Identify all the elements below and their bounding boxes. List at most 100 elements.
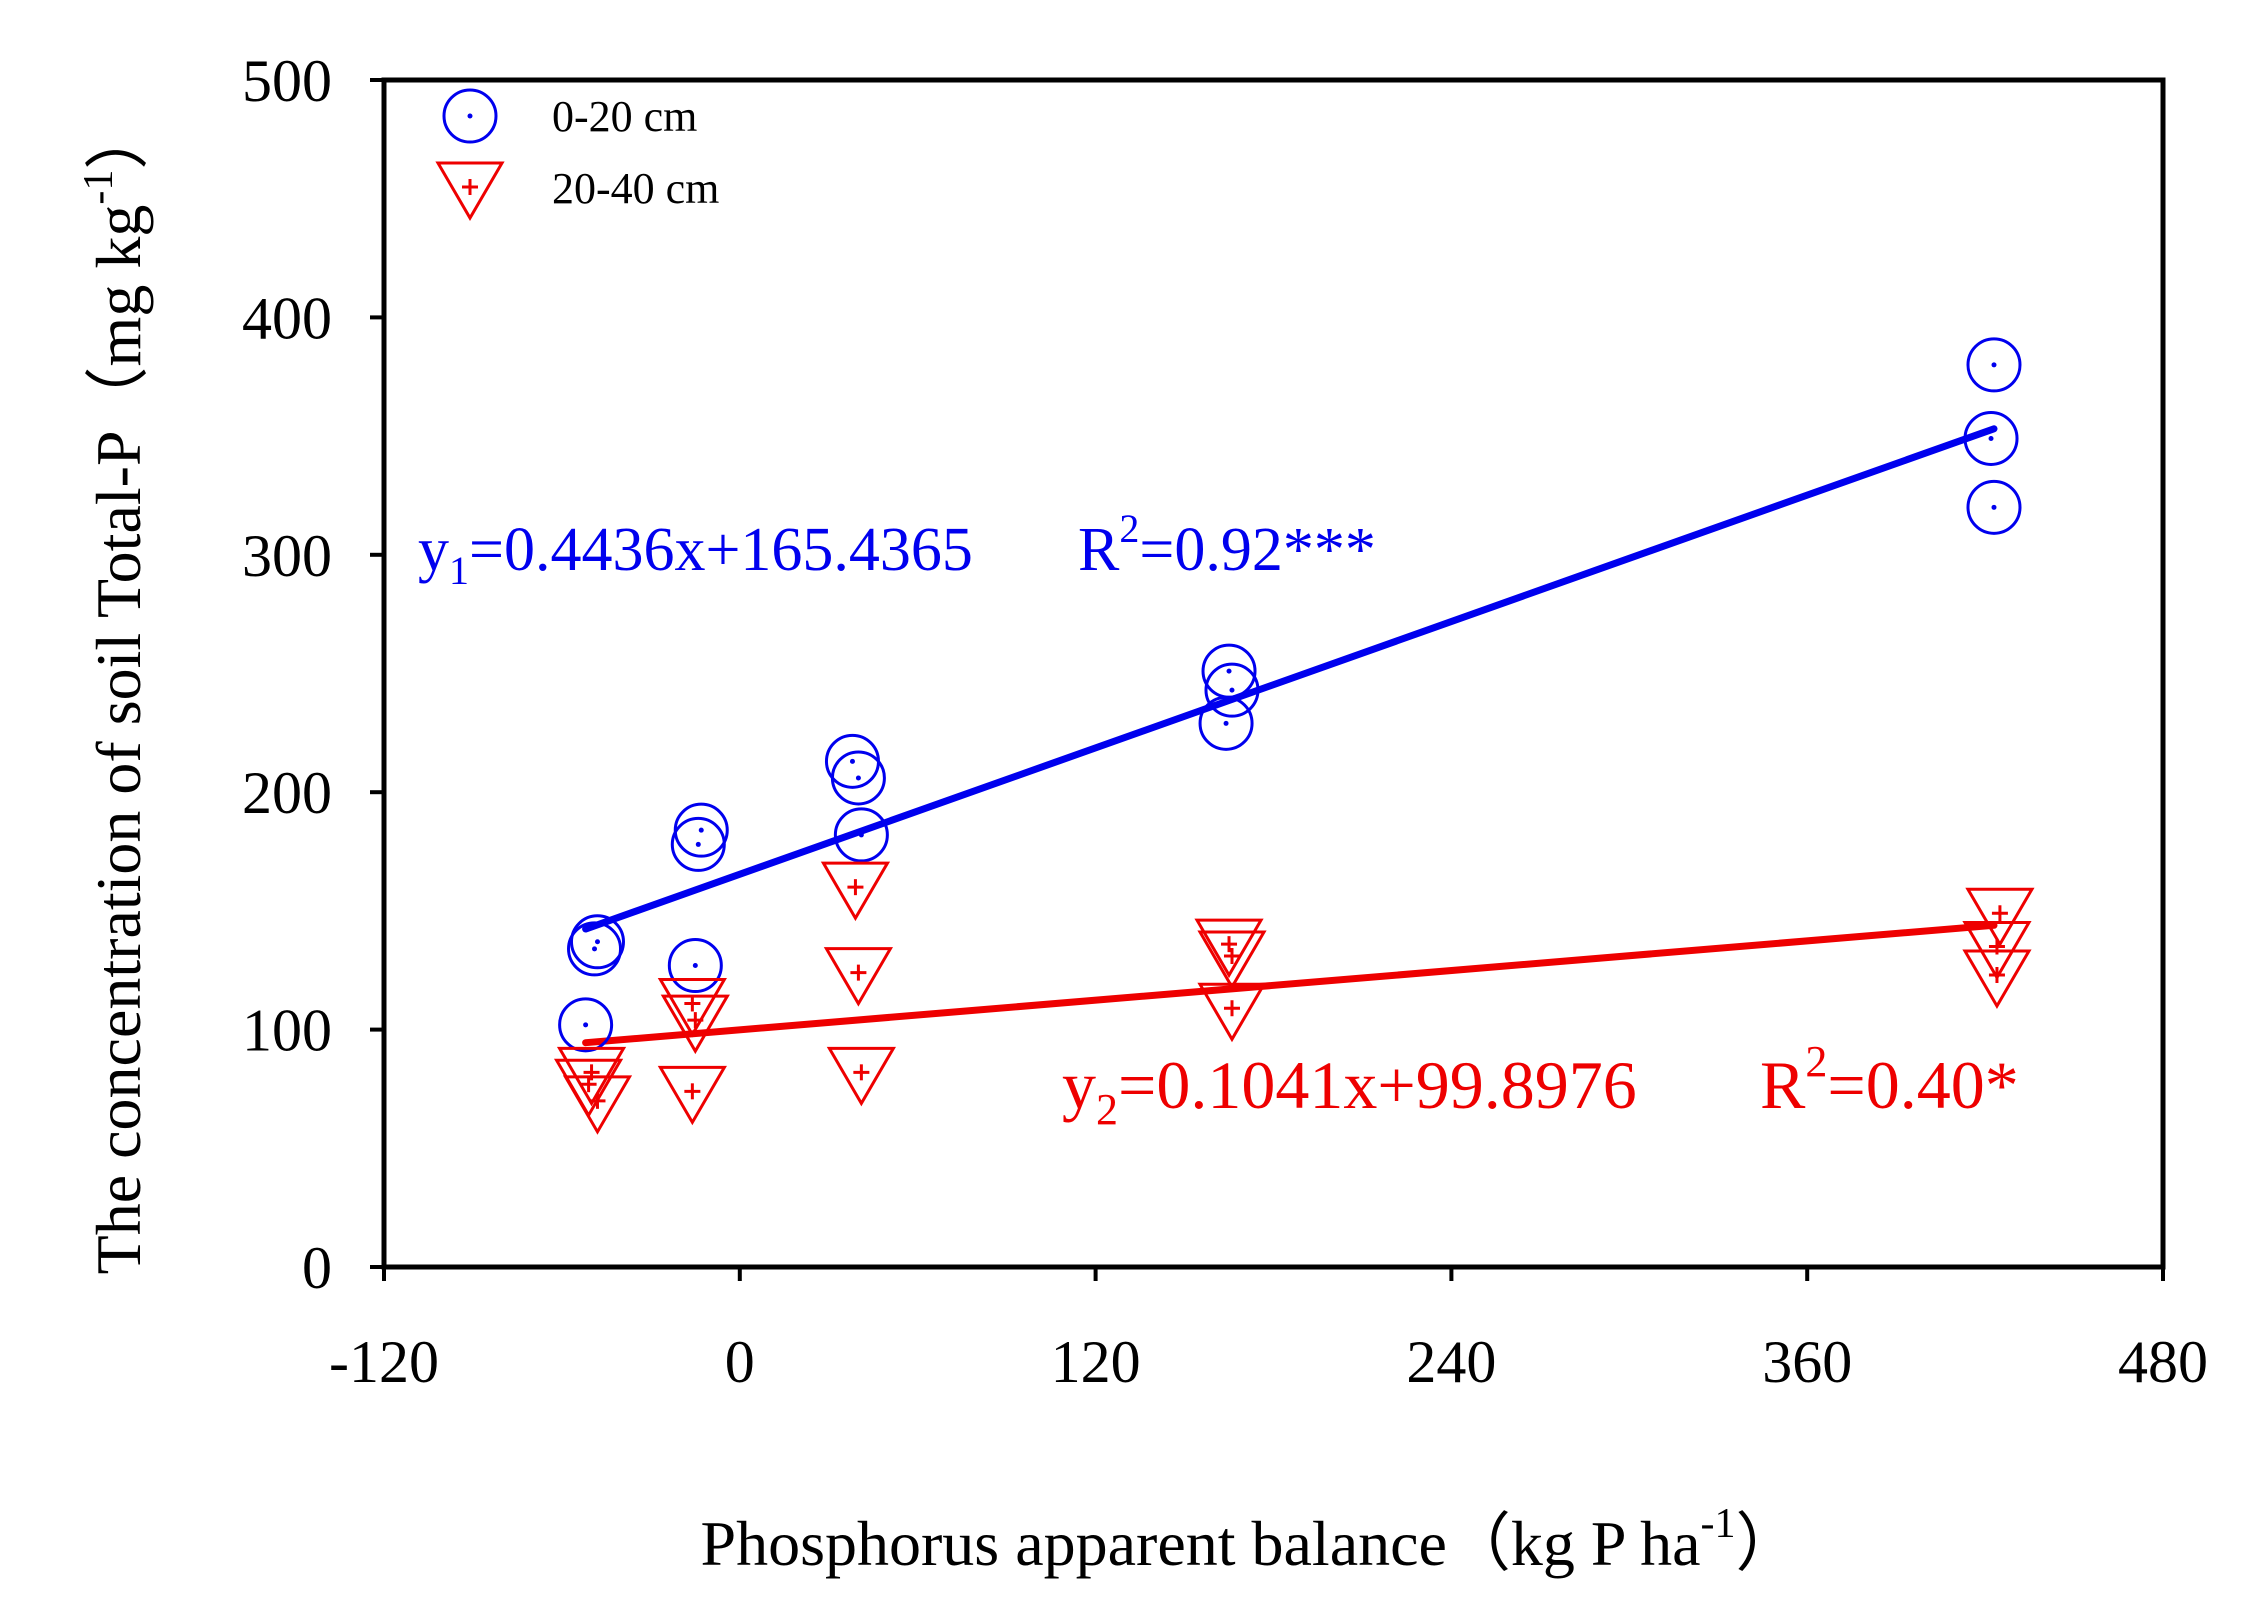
plot-frame <box>381 77 2166 1270</box>
triangle-marker <box>826 1046 896 1107</box>
circle-marker <box>569 914 625 970</box>
triangle-marker <box>660 994 730 1055</box>
circle-marker-dot <box>1991 504 1997 510</box>
data-point-series-2 <box>562 1075 633 1135</box>
y-axis-ticks: 0 100 200 300 400 500 <box>242 48 384 1301</box>
legend-marker-series-2 <box>435 161 505 221</box>
data-point-series-1 <box>1966 479 2022 535</box>
circle-marker <box>673 802 729 858</box>
triangle-marker <box>657 1065 727 1126</box>
legend-triangle-marker <box>435 161 505 221</box>
circle-marker-dot <box>695 841 701 847</box>
eq1-r2-sup: 2 <box>1119 506 1139 551</box>
data-point-series-2 <box>1962 949 2032 1009</box>
triangle-marker <box>1194 918 1264 979</box>
x-axis-ticks: -120 0 120 240 360 480 <box>329 1267 2208 1395</box>
y-axis-title: The concentration of soil Total-P（mg kg-… <box>76 106 154 1275</box>
y-axis-title-unit: （mg kg <box>83 205 154 431</box>
x-tick-label: 120 <box>1051 1329 1141 1395</box>
triangle-marker <box>1962 949 2032 1009</box>
x-axis-title-unit-close: ） <box>1736 1508 1800 1579</box>
circle-marker <box>567 921 623 977</box>
equation-series-2: y2=0.1041x+99.8976 R2=0.40* <box>1062 1037 2019 1134</box>
y-tick-label: 400 <box>242 285 332 351</box>
circle-marker <box>1963 410 2019 466</box>
eq2-r2-body: =0.40* <box>1827 1047 2018 1123</box>
x-tick-label: 0 <box>725 1329 755 1395</box>
x-axis-title-unit-sup: -1 <box>1701 1501 1736 1547</box>
eq1-r2-prefix: R <box>1078 516 1120 584</box>
y-tick-label: 300 <box>242 523 332 589</box>
data-point-series-2 <box>1194 918 1264 979</box>
legend: 0-20 cm 20-40 cm <box>435 88 719 221</box>
y-tick-label: 0 <box>302 1235 332 1301</box>
triangle-marker <box>820 861 891 922</box>
data-point-series-2 <box>820 861 891 922</box>
data-point-series-1 <box>667 938 723 994</box>
circle-marker-dot <box>849 758 855 764</box>
fit-lines <box>582 425 1998 1047</box>
data-points <box>553 337 2035 1135</box>
legend-label-series-2: 20-40 cm <box>552 164 719 213</box>
circle-marker-dot <box>858 832 864 838</box>
data-point-series-2 <box>657 977 727 1038</box>
eq1-sub: 1 <box>449 548 469 593</box>
triangle-marker <box>1197 930 1267 990</box>
fit-line-series-2 <box>582 921 1998 1047</box>
circle-marker <box>1198 695 1254 751</box>
legend-circle-marker <box>442 88 498 144</box>
equation-series-1: y1=0.4436x+165.4365 R2=0.92*** <box>418 506 1376 593</box>
eq2-prefix: y <box>1062 1047 1096 1123</box>
legend-circle-dot <box>467 113 473 119</box>
circle-marker-dot <box>692 963 698 969</box>
legend-marker-series-1 <box>442 88 498 144</box>
data-point-series-1 <box>1966 337 2022 393</box>
legend-label-series-1: 0-20 cm <box>552 92 697 141</box>
circle-marker <box>558 997 614 1053</box>
data-point-series-1 <box>830 750 886 806</box>
circle-marker-dot <box>1991 362 1997 368</box>
circle-marker-dot <box>855 775 861 781</box>
eq1-r2-body: =0.92*** <box>1139 516 1375 584</box>
circle-marker <box>833 807 889 863</box>
y-axis-title-unit-sup: -1 <box>76 170 122 205</box>
data-point-series-1 <box>1198 695 1254 751</box>
data-point-series-1 <box>558 997 614 1053</box>
x-tick-label: 240 <box>1406 1329 1496 1395</box>
data-point-series-1 <box>567 921 623 977</box>
data-point-series-2 <box>1197 982 1267 1043</box>
triangle-marker <box>1965 887 2035 948</box>
circle-marker-dot <box>1988 435 1994 441</box>
circle-marker-dot <box>1226 668 1232 674</box>
circle-marker-dot <box>1223 720 1229 726</box>
eq1-prefix: y <box>418 516 449 584</box>
triangle-marker <box>823 947 894 1007</box>
data-point-series-2 <box>1197 930 1267 990</box>
circle-marker <box>830 750 886 806</box>
y-tick-label: 500 <box>242 48 332 114</box>
x-tick-label: 360 <box>1762 1329 1852 1395</box>
eq2-sub: 2 <box>1096 1085 1118 1134</box>
x-tick-label: 480 <box>2118 1329 2208 1395</box>
circle-marker-dot <box>583 1022 589 1028</box>
circle-marker-dot <box>594 939 600 945</box>
x-axis-title-unit: （kg P ha <box>1447 1508 1701 1579</box>
x-tick-label: -120 <box>329 1329 439 1395</box>
data-point-series-2 <box>657 1065 727 1126</box>
data-point-series-1 <box>1963 410 2019 466</box>
circle-marker <box>667 938 723 994</box>
triangle-marker <box>1197 982 1267 1043</box>
circle-marker <box>1966 479 2022 535</box>
y-axis-title-unit-close: ） <box>83 106 154 170</box>
data-point-series-1 <box>833 807 889 863</box>
data-point-series-2 <box>660 994 730 1055</box>
data-point-series-1 <box>1204 662 1260 718</box>
circle-marker-dot <box>698 827 704 833</box>
fit-line-series-1 <box>582 425 1998 933</box>
data-point-series-1 <box>569 914 625 970</box>
circle-marker <box>1204 662 1260 718</box>
data-point-series-2 <box>826 1046 896 1107</box>
data-point-series-1 <box>673 802 729 858</box>
